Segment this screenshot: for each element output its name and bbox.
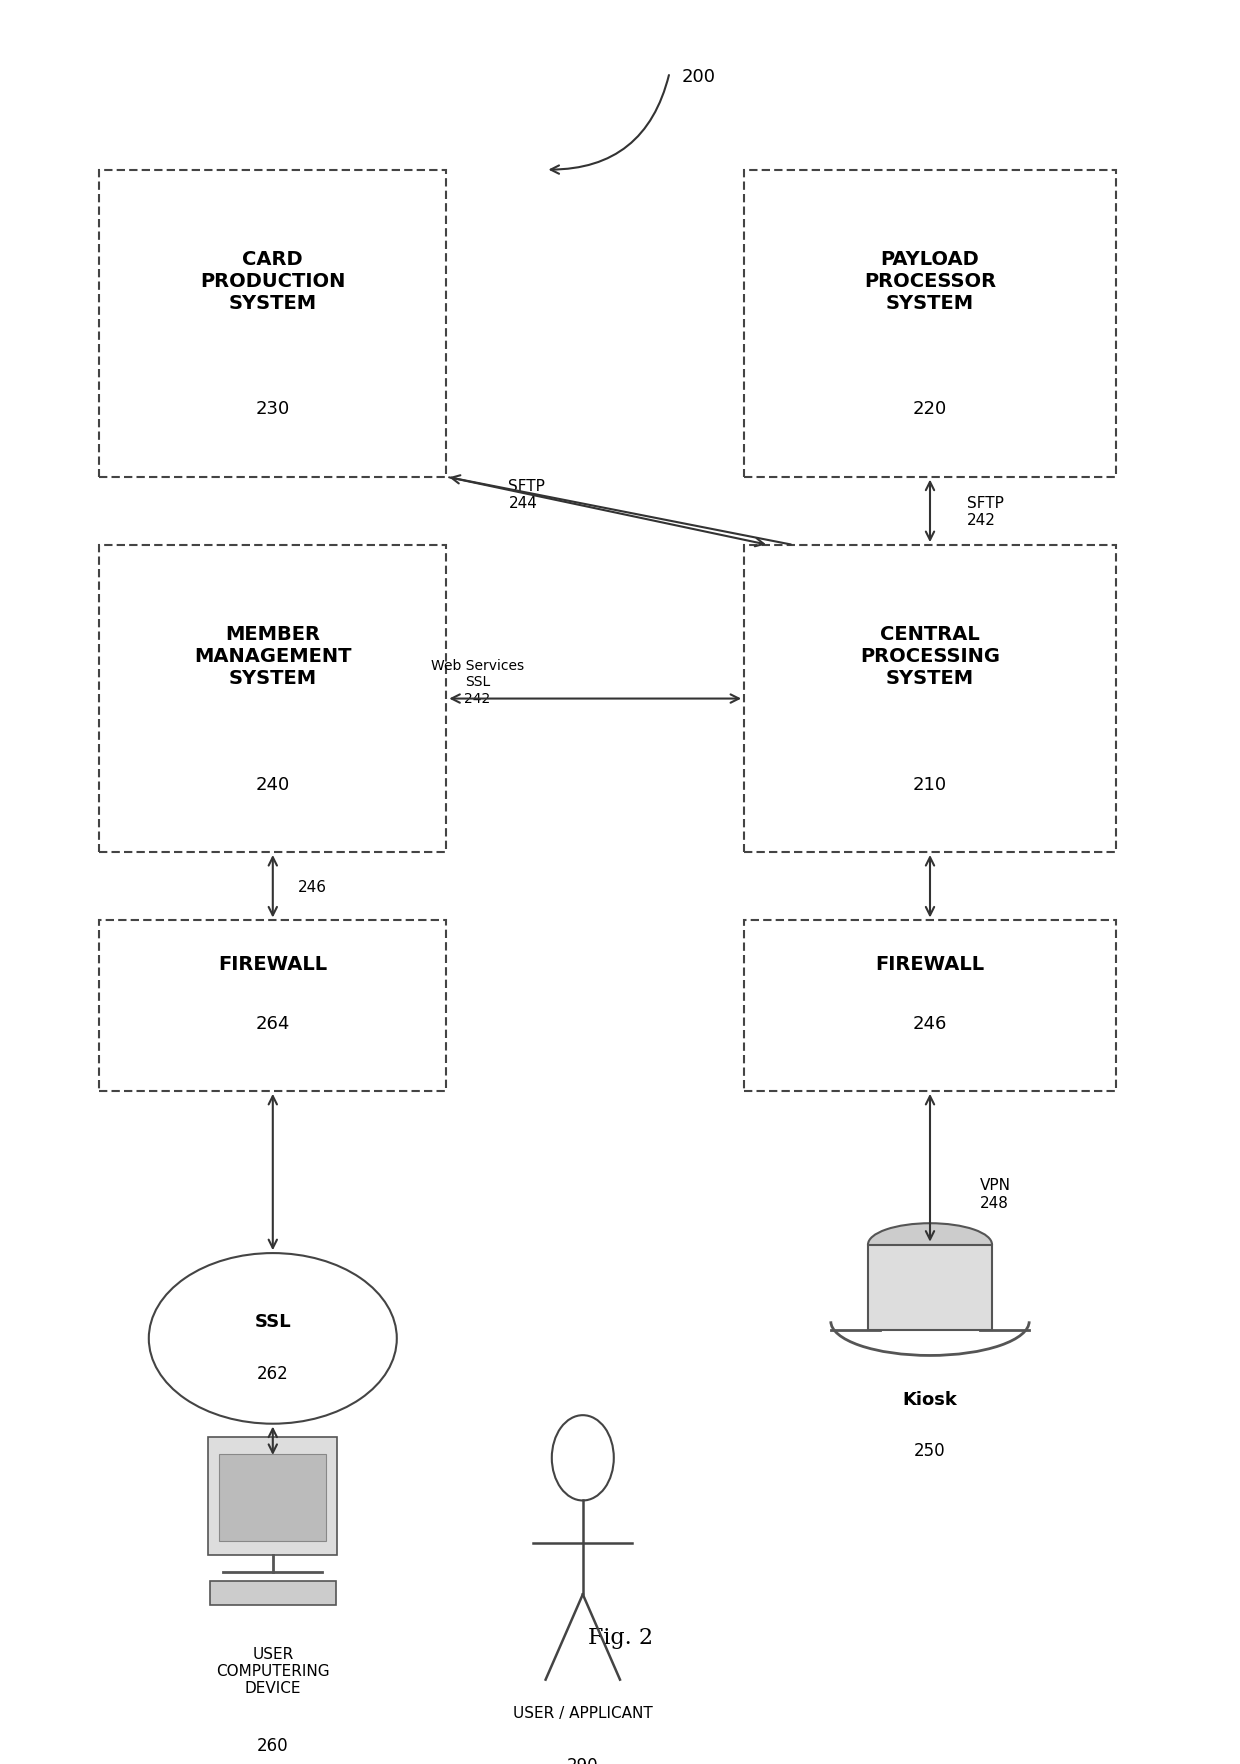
Text: 250: 250 <box>914 1441 946 1459</box>
Text: SSL: SSL <box>254 1312 291 1330</box>
Text: 230: 230 <box>255 400 290 418</box>
Text: 260: 260 <box>257 1736 289 1753</box>
Text: CARD
PRODUCTION
SYSTEM: CARD PRODUCTION SYSTEM <box>200 250 346 312</box>
FancyBboxPatch shape <box>868 1245 992 1330</box>
FancyBboxPatch shape <box>99 921 446 1092</box>
Text: PAYLOAD
PROCESSOR
SYSTEM: PAYLOAD PROCESSOR SYSTEM <box>864 250 996 312</box>
Ellipse shape <box>868 1224 992 1267</box>
FancyBboxPatch shape <box>208 1438 337 1556</box>
Circle shape <box>552 1415 614 1501</box>
Text: 262: 262 <box>257 1364 289 1381</box>
Text: USER
COMPUTERING
DEVICE: USER COMPUTERING DEVICE <box>216 1646 330 1695</box>
Text: SFTP
244: SFTP 244 <box>508 478 546 512</box>
FancyBboxPatch shape <box>99 545 446 852</box>
FancyBboxPatch shape <box>219 1455 326 1542</box>
Text: 220: 220 <box>913 400 947 418</box>
Text: Web Services
SSL
242: Web Services SSL 242 <box>430 660 525 706</box>
Text: 200: 200 <box>682 67 715 86</box>
Text: VPN
248: VPN 248 <box>980 1178 1011 1210</box>
Text: 240: 240 <box>255 776 290 794</box>
FancyBboxPatch shape <box>99 171 446 478</box>
Text: 290: 290 <box>567 1757 599 1764</box>
Text: 264: 264 <box>255 1014 290 1032</box>
Text: Fig. 2: Fig. 2 <box>588 1626 652 1648</box>
Text: Kiosk: Kiosk <box>903 1390 957 1408</box>
Text: SFTP
242: SFTP 242 <box>967 496 1004 527</box>
Text: FIREWALL: FIREWALL <box>218 954 327 974</box>
Text: 246: 246 <box>298 878 326 894</box>
Text: CENTRAL
PROCESSING
SYSTEM: CENTRAL PROCESSING SYSTEM <box>861 624 999 688</box>
FancyBboxPatch shape <box>744 171 1116 478</box>
FancyBboxPatch shape <box>210 1581 336 1605</box>
Ellipse shape <box>149 1254 397 1424</box>
Text: FIREWALL: FIREWALL <box>875 954 985 974</box>
FancyBboxPatch shape <box>744 921 1116 1092</box>
FancyBboxPatch shape <box>744 545 1116 852</box>
Text: 246: 246 <box>913 1014 947 1032</box>
Text: MEMBER
MANAGEMENT
SYSTEM: MEMBER MANAGEMENT SYSTEM <box>193 624 352 688</box>
Text: USER / APPLICANT: USER / APPLICANT <box>513 1706 652 1720</box>
Text: 210: 210 <box>913 776 947 794</box>
